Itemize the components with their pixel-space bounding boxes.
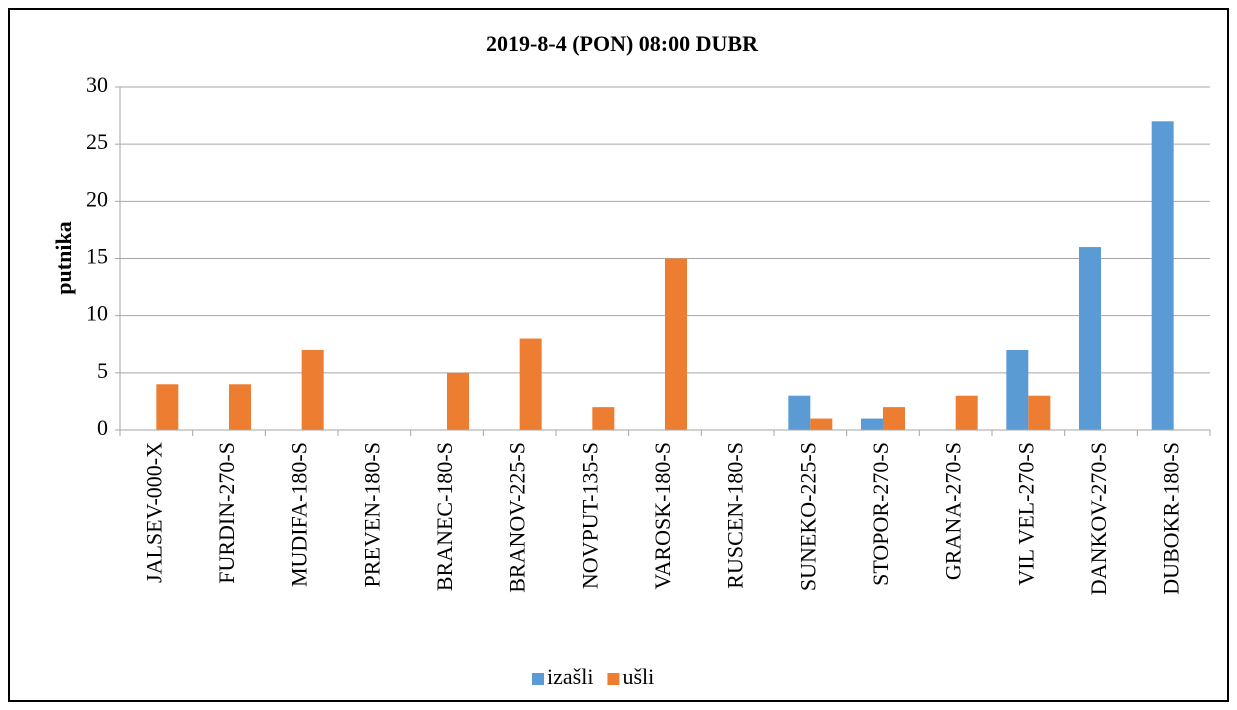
bar [447,372,469,430]
legend-swatch [532,673,544,685]
x-tick-label: BRANOV-225-S [505,442,530,593]
x-tick-label: STOPOR-270-S [868,442,893,586]
y-axis-label: putnika [51,221,76,294]
x-tick-label: BRANEC-180-S [432,442,457,591]
y-tick-label: 20 [86,186,108,211]
x-tick-label: DUBOKR-180-S [1159,442,1184,595]
y-tick-label: 10 [86,301,108,326]
bar [861,418,883,430]
bar [229,384,251,430]
bar [301,349,324,430]
x-tick-label: GRANA-270-S [941,442,966,580]
bar [665,258,687,430]
y-tick-label: 0 [97,415,108,440]
chart-frame [8,8,1229,702]
x-tick-label: DANKOV-270-S [1086,442,1111,595]
x-tick-label: MUDIFA-180-S [287,442,312,587]
x-tick-label: FURDIN-270-S [214,442,239,584]
bar [519,338,542,430]
legend-label: izašli [547,664,593,689]
y-tick-label: 5 [97,358,108,383]
bar [788,395,811,430]
x-tick-label: PREVEN-180-S [359,442,384,587]
legend-swatch [607,673,620,685]
bar [1151,121,1174,431]
bar [955,395,978,430]
y-tick-label: 15 [86,244,108,269]
bar [156,384,179,430]
bar [1028,395,1051,430]
bar [883,407,905,430]
x-tick-label: SUNEKO-225-S [795,442,820,591]
bar [1079,247,1101,430]
y-tick-label: 30 [86,72,108,97]
x-tick-label: VIL VEL-270-S [1013,442,1038,586]
x-tick-label: VAROSK-180-S [650,442,675,590]
y-tick-label: 25 [86,129,108,154]
chart-title: 2019-8-4 (PON) 08:00 DUBR [486,31,759,56]
x-tick-label: JALSEV-000-X [141,442,166,583]
legend-label: ušli [622,664,654,689]
bar [592,407,615,430]
x-tick-label: RUSCEN-180-S [723,442,748,589]
x-tick-label: NOVPUT-135-S [577,442,602,589]
bar [1006,349,1029,430]
bar [810,418,833,430]
